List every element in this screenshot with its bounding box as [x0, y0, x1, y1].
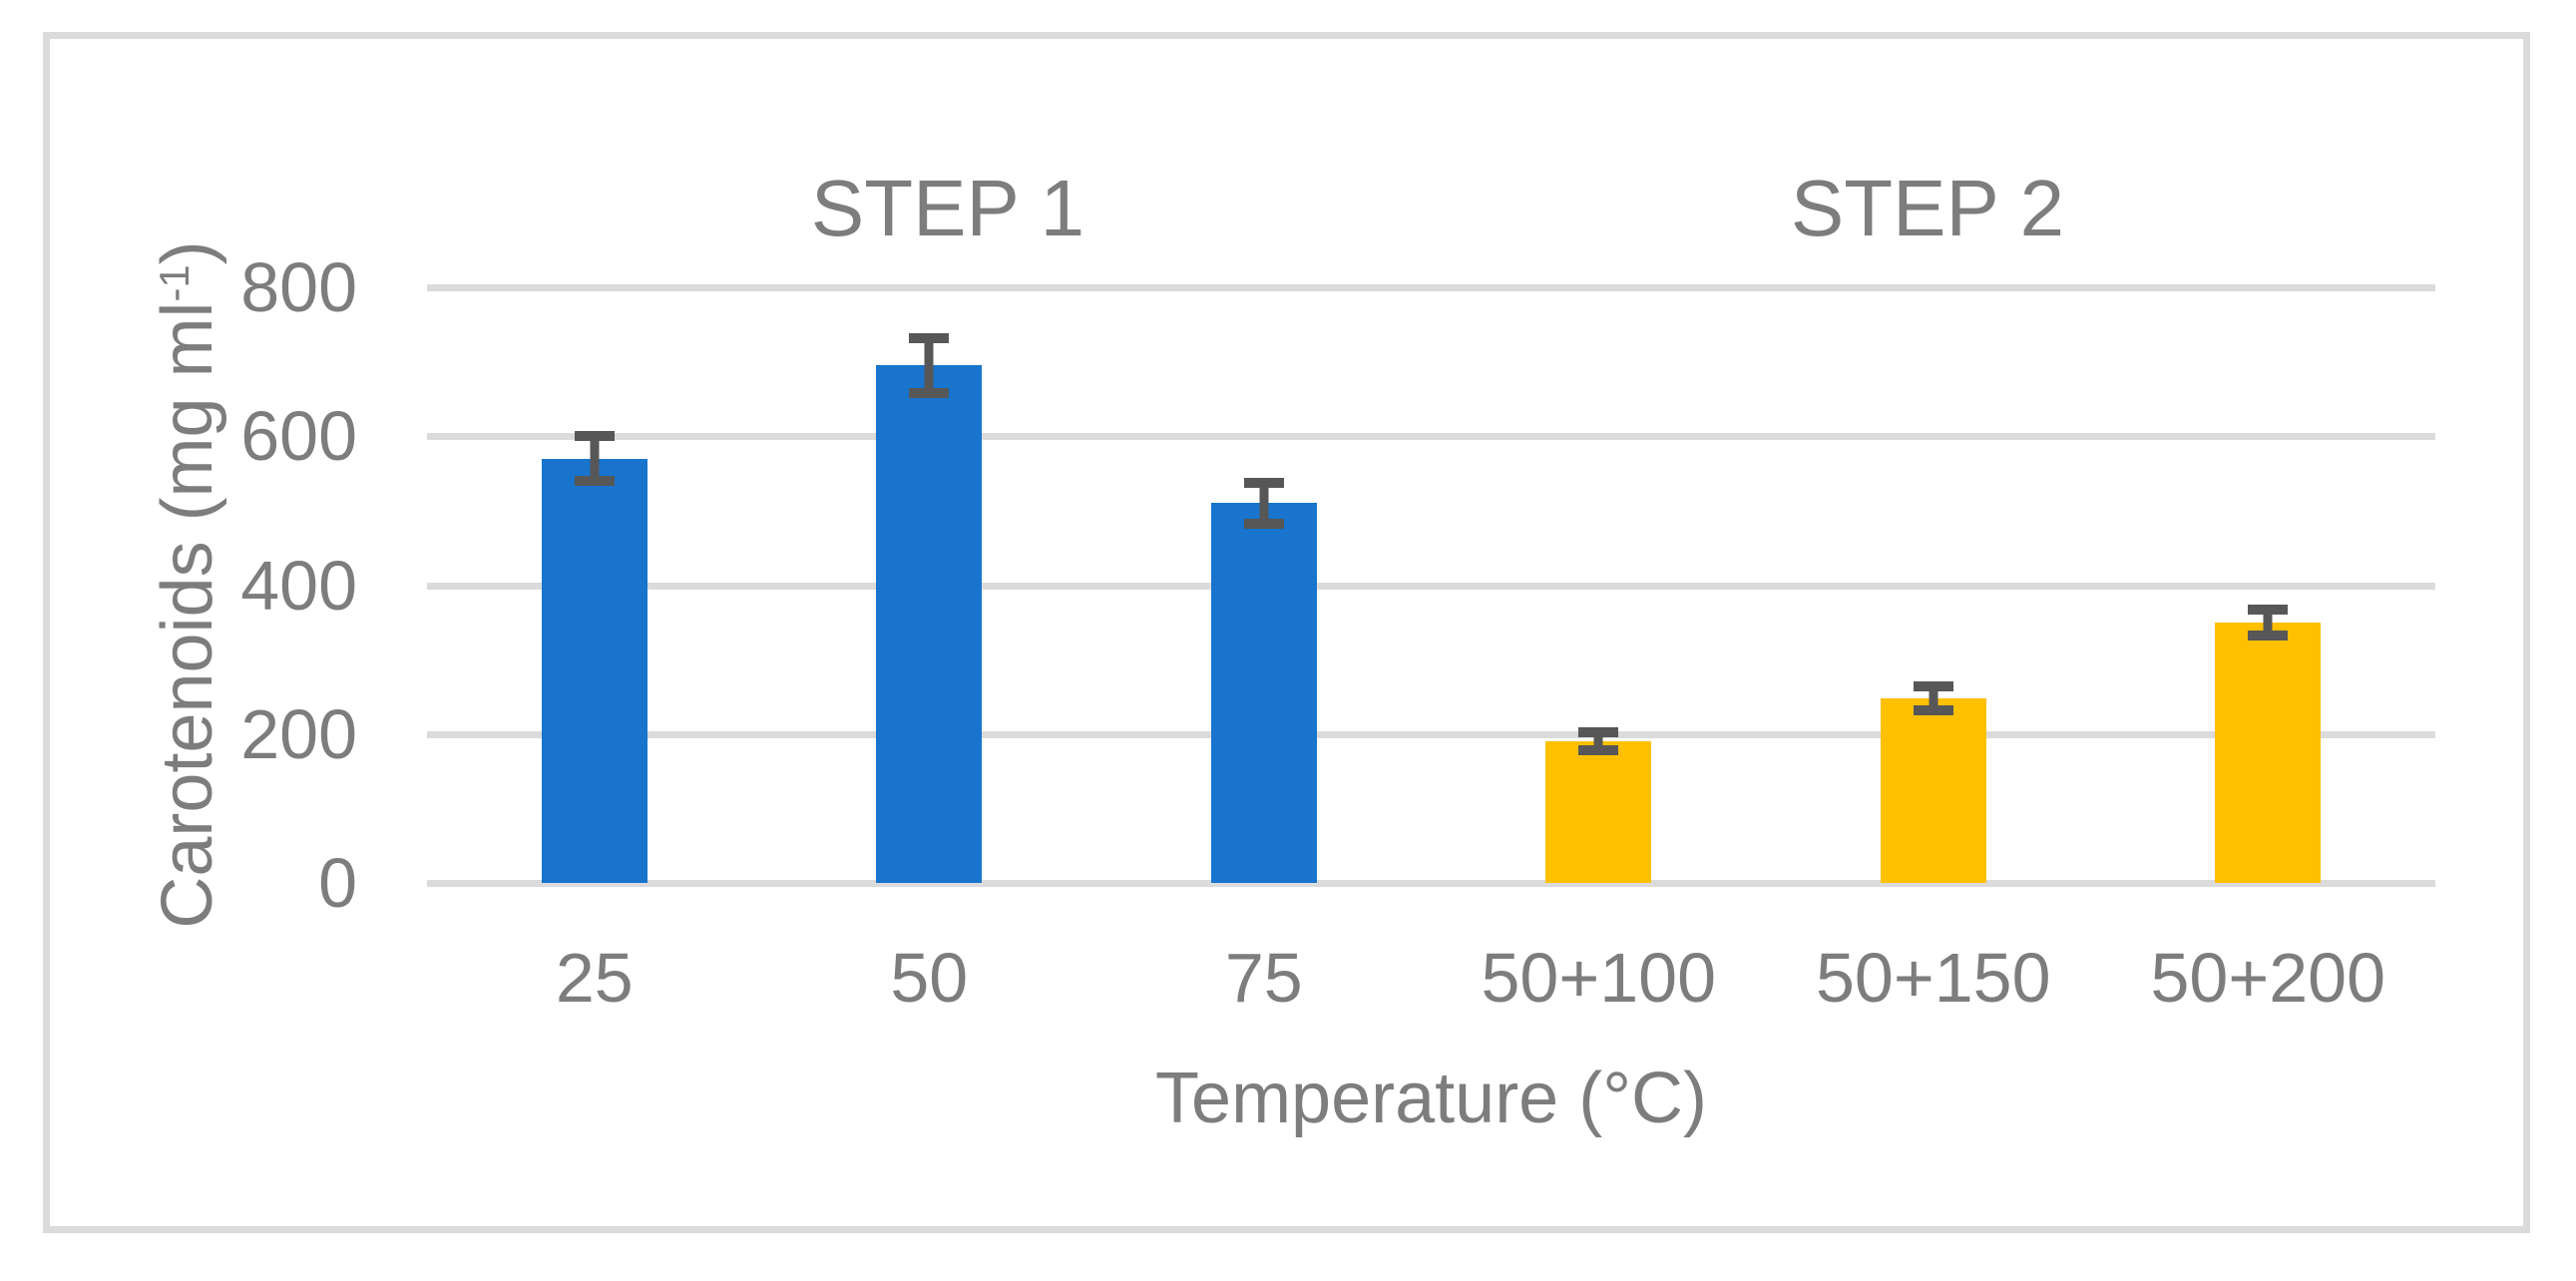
error-whisker: [590, 436, 600, 482]
error-cap-bottom: [909, 387, 950, 398]
error-cap-top: [574, 431, 615, 442]
x-tick-label-75: 75: [1224, 939, 1303, 1017]
error-cap-bottom: [574, 476, 615, 487]
x-tick-label-50+200: 50+200: [2150, 939, 2386, 1017]
y-tick-800: 800: [240, 248, 357, 326]
category-slot-75: 75: [1096, 287, 1432, 1017]
x-tick-label-50+100: 50+100: [1481, 939, 1717, 1017]
error-cap-top: [1913, 681, 1953, 691]
error-cap-top: [1578, 727, 1619, 738]
error-cap-top: [2248, 605, 2289, 616]
figure-border: [43, 32, 2530, 1233]
bar-50: [876, 365, 983, 883]
x-tick-label-50: 50: [890, 939, 969, 1017]
error-bar-75: [1243, 478, 1284, 529]
y-tick-200: 200: [240, 694, 357, 773]
error-whisker: [924, 337, 934, 393]
error-cap-bottom: [2248, 630, 2289, 640]
x-tick-label-50+150: 50+150: [1815, 939, 2051, 1017]
error-whisker: [1259, 483, 1269, 524]
plot-area: 25 50 75 50+100 50+150 50+200: [427, 284, 2436, 1017]
x-tick-label-25: 25: [555, 939, 634, 1017]
bar-25: [541, 458, 647, 883]
error-bar-25: [574, 431, 615, 487]
error-bar-50+200: [2248, 605, 2289, 640]
error-bar-50: [909, 332, 950, 398]
bar-50+200: [2215, 622, 2322, 883]
error-whisker: [2263, 610, 2273, 636]
gridline-0-baseline: [427, 880, 2435, 887]
category-slot-50+150: 50+150: [1766, 287, 2101, 1017]
error-bar-50+150: [1913, 681, 1953, 715]
annotation-step-2: STEP 2: [1790, 164, 2065, 252]
gridline-600: [427, 433, 2435, 441]
x-axis-title: Temperature (°C): [1155, 1059, 1707, 1138]
y-tick-0: 0: [318, 844, 357, 922]
error-cap-bottom: [1578, 745, 1619, 756]
gridline-400: [427, 582, 2435, 590]
error-cap-bottom: [1243, 518, 1284, 529]
annotation-step-1: STEP 1: [810, 164, 1085, 252]
error-cap-top: [1243, 478, 1284, 489]
category-slot-50: 50: [762, 287, 1097, 1017]
error-whisker: [1929, 686, 1938, 710]
error-bar-50+100: [1578, 727, 1619, 756]
category-slot-50+200: 50+200: [2101, 287, 2436, 1017]
category-slot-50+100: 50+100: [1432, 287, 1767, 1017]
gridline-200: [427, 730, 2435, 738]
error-cap-bottom: [1913, 704, 1953, 715]
y-axis-title-close: ): [148, 240, 227, 265]
bar-50+100: [1545, 741, 1652, 883]
y-tick-400: 400: [240, 546, 357, 625]
error-whisker: [1593, 732, 1603, 751]
category-slot-25: 25: [427, 287, 762, 1017]
error-cap-top: [909, 332, 950, 343]
y-tick-600: 600: [240, 397, 357, 476]
gridline-800: [427, 284, 2435, 291]
bar-50+150: [1880, 697, 1986, 883]
bar-75: [1210, 503, 1317, 883]
y-axis-tick-labels: 800 600 400 200 0: [0, 248, 357, 922]
